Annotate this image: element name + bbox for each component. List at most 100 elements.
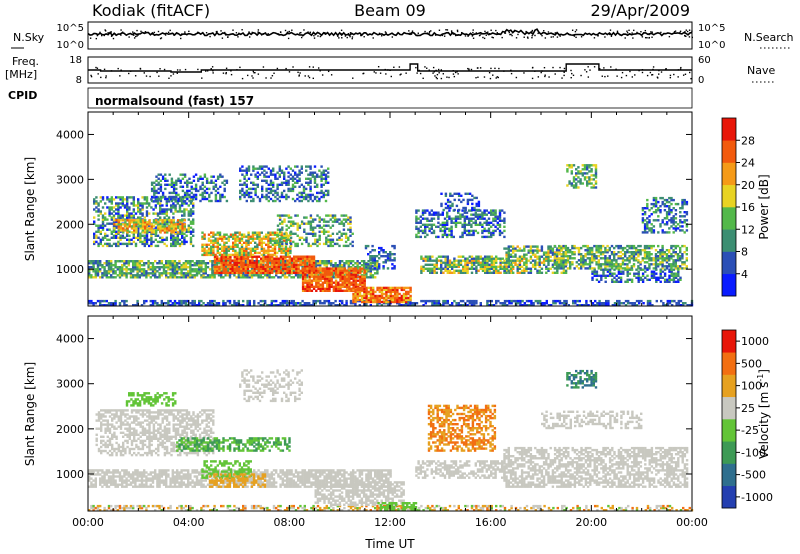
power-cell (184, 272, 188, 275)
power-cell (185, 234, 188, 237)
power-cell (441, 235, 444, 239)
power-cell (183, 232, 186, 235)
power-cell (440, 265, 443, 268)
power-cell (354, 267, 358, 270)
power-cell (170, 225, 173, 228)
noise-search-dots (89, 29, 693, 40)
power-cell (132, 200, 135, 203)
power-cell (309, 171, 312, 174)
noise-dot (650, 31, 652, 33)
power-cell (286, 302, 289, 305)
power-cell (352, 281, 355, 284)
power-cell (97, 210, 100, 213)
power-cell (215, 262, 218, 265)
power-cell (223, 249, 226, 252)
nave-dot (677, 69, 680, 71)
power-cell (141, 206, 144, 209)
power-cell (118, 268, 122, 271)
power-cell (214, 233, 217, 236)
power-cell (435, 271, 438, 274)
power-cell (315, 273, 318, 276)
power-cell (173, 304, 177, 307)
noise-dot (550, 36, 552, 38)
power-cell (170, 223, 173, 226)
noise-dot (235, 32, 238, 34)
power-cell (189, 236, 193, 239)
power-cell (316, 274, 320, 277)
power-cell (183, 199, 187, 203)
power-cell (150, 183, 154, 186)
power-cell (605, 304, 608, 307)
power-cell (167, 272, 170, 275)
power-cell (278, 169, 281, 172)
power-cell (129, 268, 133, 271)
power-cell (386, 259, 390, 262)
power-cell (245, 251, 248, 255)
power-cell (272, 193, 275, 197)
power-cell (203, 173, 207, 176)
power-cell (378, 302, 381, 305)
power-cell (510, 265, 513, 268)
noise-dot (444, 32, 446, 35)
power-cell (238, 259, 241, 262)
power-cell (223, 245, 226, 248)
power-cell (199, 175, 202, 178)
power-cell (238, 271, 241, 274)
power-cell (202, 270, 205, 273)
power-cell (163, 227, 167, 230)
power-cell (238, 261, 241, 264)
nave-dot (210, 68, 212, 70)
power-cell (296, 193, 299, 197)
power-cell (459, 261, 463, 264)
power-cell (283, 299, 287, 303)
power-cell (260, 257, 263, 260)
power-cell (391, 253, 394, 256)
noise-dot (261, 34, 263, 36)
power-cell (444, 257, 447, 260)
power-cell (198, 302, 201, 305)
power-cell (492, 259, 496, 262)
nave-dot (580, 74, 582, 77)
nave-dot (424, 66, 426, 68)
power-cell (229, 265, 232, 268)
power-cell (232, 233, 235, 236)
power-cell (365, 296, 368, 300)
power-cell (345, 262, 348, 265)
power-cell (201, 191, 204, 195)
noise-dot (556, 36, 559, 38)
power-cell (287, 249, 290, 252)
power-cell (181, 214, 184, 217)
power-cell (341, 267, 344, 270)
power-cell (369, 288, 373, 292)
power-cell (176, 238, 179, 241)
power-cell (189, 276, 192, 279)
power-cell (204, 304, 207, 307)
power-cell (307, 177, 310, 180)
power-cell (444, 255, 447, 258)
power-cell (213, 259, 217, 262)
power-cell (181, 225, 184, 228)
power-cell (271, 259, 274, 262)
nave-dot (197, 68, 199, 71)
power-cell (194, 185, 198, 188)
nave-dot (559, 66, 561, 69)
power-cell (470, 302, 474, 305)
power-cell (141, 196, 144, 199)
power-cell (303, 302, 306, 305)
power-cell (350, 289, 353, 292)
power-cell (455, 269, 458, 272)
power-cell (309, 181, 312, 184)
power-cell (435, 299, 438, 303)
noise-dot (340, 33, 342, 35)
power-cell (337, 287, 340, 290)
power-cell (115, 226, 118, 229)
power-cell (367, 292, 370, 296)
power-cell (90, 276, 93, 279)
power-cell (344, 236, 348, 239)
power-cell (173, 268, 177, 271)
power-cell (561, 302, 564, 305)
power-cell (233, 259, 236, 262)
power-cell (128, 221, 131, 224)
power-cell (668, 299, 672, 303)
power-cell (301, 266, 304, 269)
